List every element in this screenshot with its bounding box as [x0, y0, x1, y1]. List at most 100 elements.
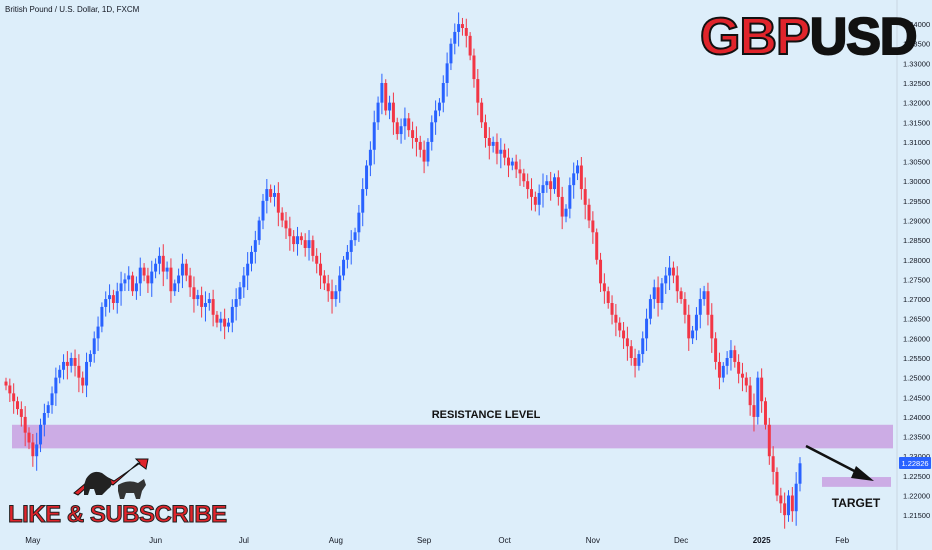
y-tick-label: 1.23000 — [903, 452, 930, 461]
candle-body — [579, 165, 583, 190]
candle-body — [8, 385, 12, 394]
candle-body — [779, 495, 783, 504]
candle-body — [376, 102, 380, 123]
y-tick-label: 1.31500 — [903, 118, 930, 127]
candle-body — [131, 275, 135, 292]
candle-body — [553, 177, 557, 190]
candle-body — [798, 463, 802, 484]
candle-body — [234, 299, 238, 307]
candle-body — [96, 326, 100, 339]
bull-bear-logo-icon — [73, 458, 149, 499]
candle-body — [261, 200, 265, 221]
candle-body — [518, 169, 522, 174]
x-tick-label: May — [25, 536, 40, 545]
candle-body — [391, 102, 395, 123]
candle-body — [763, 401, 767, 425]
candle-body — [648, 299, 652, 319]
candle-body — [384, 83, 388, 111]
candle-body — [380, 83, 384, 103]
candle-body — [242, 275, 246, 288]
candle-body — [522, 173, 526, 182]
candle-body — [591, 220, 595, 233]
candle-body — [207, 299, 211, 303]
candle-body — [177, 275, 181, 284]
candle-body — [276, 193, 280, 213]
candle-body — [211, 299, 215, 315]
candle-body — [157, 255, 161, 264]
candle-body — [307, 240, 311, 248]
x-tick-label: Feb — [835, 536, 849, 545]
y-tick-label: 1.29000 — [903, 217, 930, 226]
y-tick-label: 1.28500 — [903, 236, 930, 245]
y-tick-label: 1.33000 — [903, 59, 930, 68]
candle-body — [506, 157, 510, 166]
candle-body — [322, 275, 326, 284]
candle-body — [200, 295, 204, 307]
candle-body — [196, 295, 200, 300]
candle-body — [31, 442, 35, 457]
candle-body — [434, 110, 438, 123]
candle-body — [610, 303, 614, 315]
candle-body — [104, 299, 108, 307]
candle-body — [775, 471, 779, 496]
candle-body — [69, 358, 73, 366]
candle-body — [296, 236, 300, 245]
candle-body — [449, 43, 453, 64]
target-zone-label: TARGET — [832, 496, 881, 510]
candle-body — [740, 373, 744, 378]
candle-body — [771, 456, 775, 472]
y-tick-label: 1.30500 — [903, 158, 930, 167]
candle-body — [675, 275, 679, 292]
candle-body — [23, 416, 27, 433]
candle-body — [108, 295, 112, 300]
candle-body — [249, 251, 253, 264]
candle-body — [702, 291, 706, 300]
candle-body — [361, 189, 365, 213]
brand-title-usd: USD — [809, 7, 919, 67]
candle-body — [664, 275, 668, 284]
candle-body — [134, 283, 138, 292]
candle-body — [342, 259, 346, 276]
y-tick-label: 1.28000 — [903, 256, 930, 265]
y-tick-label: 1.21500 — [903, 511, 930, 520]
candle-body — [622, 330, 626, 339]
candle-body — [273, 193, 277, 197]
candle-body — [73, 358, 77, 366]
candle-body — [545, 181, 549, 186]
candle-body — [744, 377, 748, 386]
candle-body — [445, 63, 449, 83]
candle-body — [533, 196, 537, 205]
candle-body — [203, 303, 207, 307]
candle-body — [499, 149, 503, 154]
candle-body — [92, 338, 96, 355]
candle-body — [39, 424, 43, 445]
candle-body — [698, 299, 702, 315]
y-tick-label: 1.29500 — [903, 197, 930, 206]
candle-body — [587, 204, 591, 221]
candle-body — [215, 314, 219, 323]
candle-body — [549, 181, 553, 190]
candle-body — [422, 149, 426, 162]
candle-body — [599, 259, 603, 284]
candle-body — [790, 495, 794, 512]
candle-body — [691, 330, 695, 339]
candle-body — [476, 79, 480, 103]
candle-body — [192, 287, 196, 300]
y-tick-label: 1.32500 — [903, 79, 930, 88]
candle-body — [16, 401, 20, 410]
candle-body — [46, 405, 50, 413]
candle-body — [403, 118, 407, 127]
candle-body — [510, 161, 514, 166]
like-subscribe-banner[interactable]: LIKE & SUBSCRIBE — [8, 455, 228, 535]
candle-body — [81, 377, 85, 386]
candle-body — [253, 240, 257, 252]
candle-body — [426, 141, 430, 162]
candle-body — [629, 346, 633, 358]
y-tick-label: 1.26000 — [903, 334, 930, 343]
candle-body — [407, 118, 411, 131]
candle-body — [714, 338, 718, 362]
candle-body — [111, 295, 115, 303]
candle-body — [146, 275, 150, 284]
candle-body — [725, 358, 729, 366]
candle-body — [77, 365, 81, 378]
